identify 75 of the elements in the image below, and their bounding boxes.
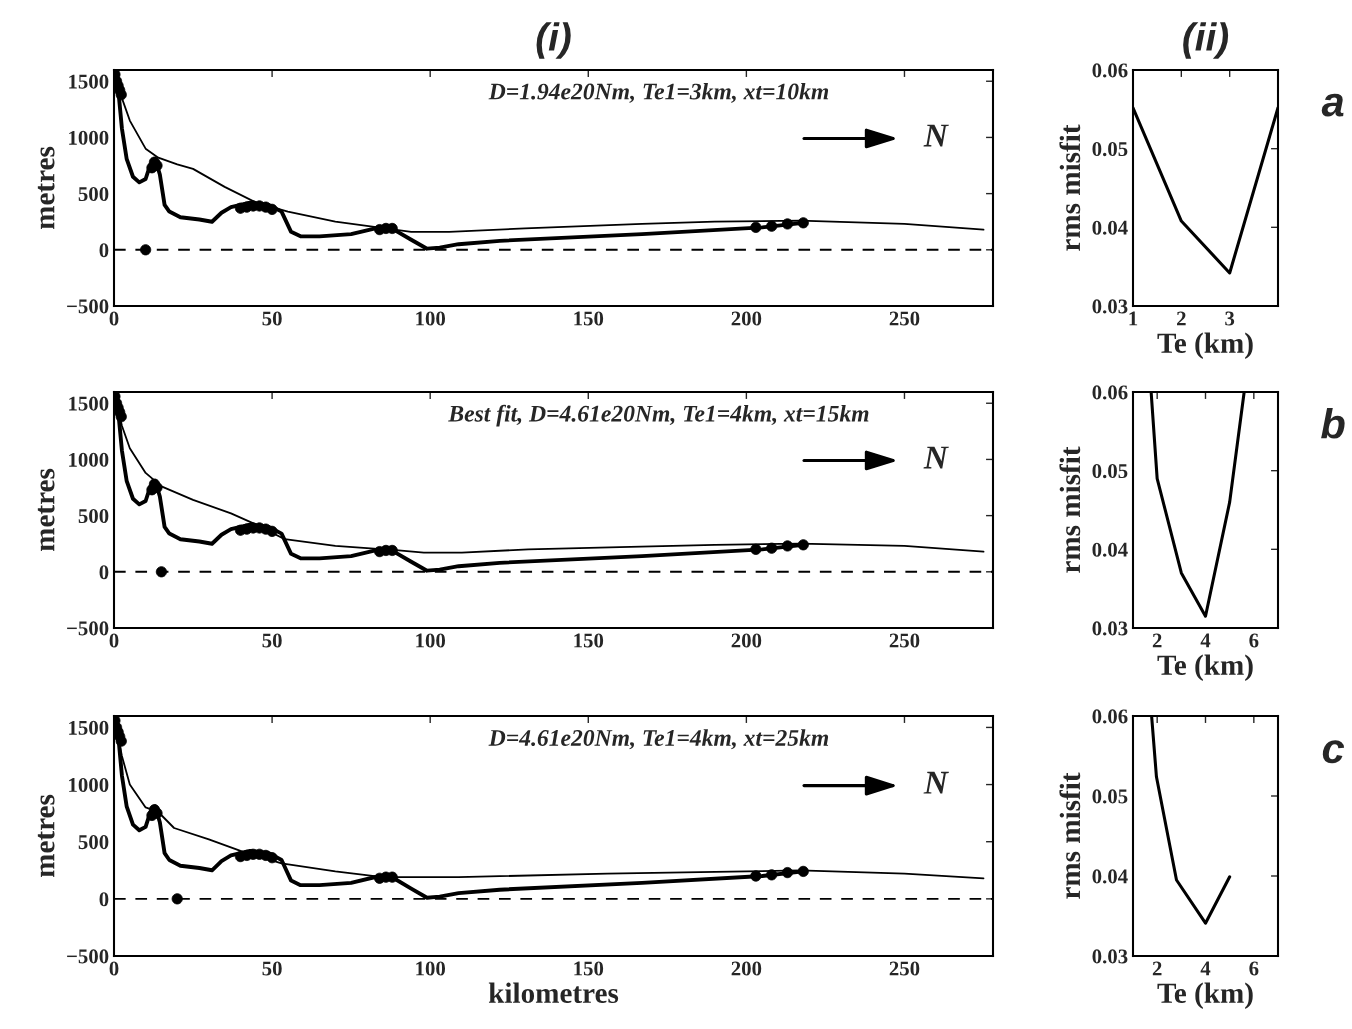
x-tick-label: 100 [416, 633, 446, 648]
y-tick-label: 1500 [69, 74, 109, 89]
annotation: N [923, 124, 949, 147]
text: b [1321, 407, 1345, 439]
y-tick-label: −500 [67, 621, 109, 636]
annotation: D=1.94e20Nm, Te1=3km, xt=10km [488, 82, 829, 103]
y-tick-label: 0.06 [1092, 385, 1128, 400]
x-tick-label: 100 [416, 961, 446, 976]
x-tick-label: 6 [1249, 633, 1259, 648]
y-tick-label: 500 [78, 186, 109, 202]
x-axis-title: Te (km) [1157, 332, 1253, 359]
x-tick-label: 250 [889, 961, 920, 976]
x-tick-label: 6 [1249, 961, 1259, 976]
y-tick-label: 0.05 [1092, 789, 1128, 804]
y-tick-label: 1000 [69, 130, 109, 145]
y-tick-label: 0 [99, 243, 109, 258]
x-tick-label: 250 [889, 633, 920, 648]
x-tick-label: 1 [1129, 311, 1138, 326]
y-tick-label: 0.04 [1092, 869, 1128, 884]
y-tick-label: 0.04 [1092, 542, 1128, 557]
y-axis-title: metres [37, 146, 55, 230]
x-tick-label: 2 [1152, 633, 1162, 648]
y-tick-label: 0.05 [1092, 464, 1128, 479]
x-tick-label: 200 [731, 961, 762, 976]
x-tick-label: 150 [574, 961, 604, 976]
x-axis-title: Te (km) [1157, 982, 1253, 1009]
annotation: Best fit, D=4.61e20Nm, Te1=4km, xt=15km [448, 404, 869, 427]
x-tick-label: 250 [889, 311, 920, 326]
y-tick-label: 1500 [69, 396, 109, 411]
text: c [1322, 740, 1345, 764]
y-tick-label: 0.06 [1092, 709, 1128, 724]
y-tick-label: 0.03 [1092, 621, 1128, 636]
y-tick-label: 0 [99, 565, 109, 580]
y-tick-label: 0.04 [1092, 220, 1128, 235]
x-tick-label: 0 [109, 961, 119, 976]
y-tick-label: 0.03 [1092, 299, 1128, 314]
x-tick-label: 150 [574, 311, 604, 326]
x-tick-label: 50 [262, 311, 282, 326]
y-tick-label: 1000 [69, 777, 109, 792]
y-tick-label: 0.03 [1092, 949, 1128, 964]
y-tick-label: −500 [67, 299, 109, 314]
y-axis-title: metres [37, 794, 55, 878]
x-tick-label: 2 [1152, 961, 1162, 976]
y-tick-label: 0 [99, 892, 109, 907]
y-axis-title: rms misfit [1059, 446, 1081, 573]
x-tick-label: 2 [1177, 311, 1186, 326]
y-axis-title: metres [37, 468, 55, 552]
x-axis-title: kilometres [488, 982, 619, 1004]
y-axis-title: rms misfit [1059, 124, 1081, 251]
chart-title: (ii) [1183, 22, 1229, 59]
x-tick-label: 150 [574, 633, 604, 648]
text: a [1321, 93, 1344, 117]
x-tick-label: 100 [416, 311, 446, 326]
x-tick-label: 0 [109, 311, 119, 326]
annotation: N [923, 446, 949, 469]
x-tick-label: 0 [109, 633, 119, 648]
x-tick-label: 4 [1200, 633, 1211, 648]
chart-title: (i) [536, 22, 571, 59]
x-axis-title: Te (km) [1157, 654, 1253, 681]
y-tick-label: −500 [67, 949, 109, 964]
annotation: N [923, 771, 949, 794]
annotation: D=4.61e20Nm, Te1=4km, xt=25km [488, 729, 829, 750]
x-tick-label: 50 [262, 633, 282, 648]
x-tick-label: 200 [731, 311, 762, 326]
x-tick-label: 3 [1225, 311, 1235, 326]
y-tick-label: 0.05 [1092, 142, 1128, 157]
x-tick-label: 4 [1200, 961, 1211, 976]
x-tick-label: 50 [262, 961, 282, 976]
y-tick-label: 500 [78, 508, 109, 524]
y-tick-label: 0.06 [1092, 63, 1128, 78]
y-tick-label: 1500 [69, 720, 109, 735]
y-tick-label: 1000 [69, 452, 109, 467]
y-tick-label: 500 [78, 835, 109, 850]
x-tick-label: 200 [731, 633, 762, 648]
y-axis-title: rms misfit [1059, 772, 1081, 899]
